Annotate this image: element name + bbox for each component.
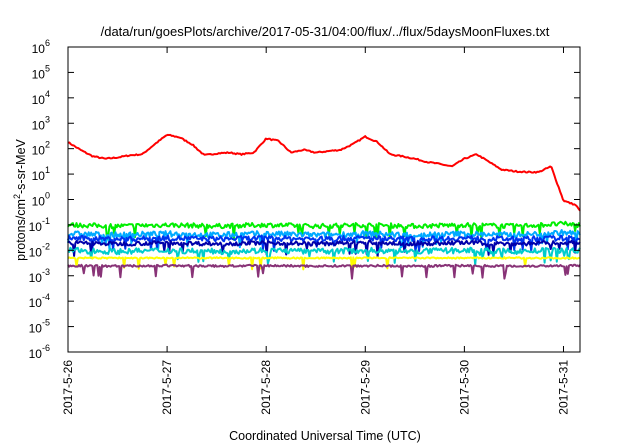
y-axis-label: protons/cm2-s-sr-MeV	[12, 138, 28, 260]
y-tick-base: 10	[32, 93, 46, 107]
x-tick-label: 2017-5-29	[358, 360, 372, 415]
y-tick-label: 103	[32, 114, 50, 132]
x-tick-label: 2017-5-28	[259, 360, 273, 415]
chart-title: /data/run/goesPlots/archive/2017-05-31/0…	[101, 24, 550, 39]
series-line	[67, 220, 581, 241]
y-tick-label: 10-2	[29, 241, 50, 259]
series-line	[67, 229, 581, 250]
y-tick-label: 10-4	[29, 292, 50, 310]
y-tick-label: 10-6	[29, 343, 50, 361]
series-line	[67, 234, 581, 253]
y-tick-exponent: 3	[45, 114, 50, 124]
y-tick-exponent: -4	[42, 292, 50, 302]
y-tick-label: 10-3	[29, 267, 50, 285]
y-tick-label: 104	[32, 89, 50, 107]
y-tick-exponent: -5	[42, 318, 50, 328]
y-tick-label: 10-1	[29, 216, 50, 234]
y-tick-exponent: 5	[45, 63, 50, 73]
y-tick-label: 106	[32, 38, 50, 56]
series-line	[67, 256, 581, 272]
y-tick-base: 10	[29, 220, 43, 234]
x-tick-label: 2017-5-27	[160, 360, 174, 415]
x-tick-label: 2017-5-30	[457, 360, 471, 415]
y-tick-base: 10	[29, 322, 43, 336]
y-tick-exponent: 2	[45, 140, 50, 150]
series-layer	[67, 133, 581, 280]
y-tick-label: 100	[32, 191, 50, 209]
y-tick-exponent: -1	[42, 216, 50, 226]
y-axis-label-pre: protons/cm	[14, 199, 28, 261]
series-line	[67, 246, 581, 267]
x-tick-label: 2017-5-31	[556, 360, 570, 415]
y-tick-base: 10	[29, 245, 43, 259]
y-tick-base: 10	[32, 118, 46, 132]
y-tick-base: 10	[29, 296, 43, 310]
y-tick-exponent: -2	[42, 241, 50, 251]
y-tick-exponent: 4	[45, 89, 50, 99]
y-tick-exponent: -3	[42, 267, 50, 277]
y-axis-label-post: -s-sr-MeV	[14, 138, 28, 194]
y-tick-base: 10	[29, 271, 43, 285]
y-axis-label-sup: 2	[12, 194, 22, 199]
y-tick-exponent: 1	[45, 165, 50, 175]
x-axis-label: Coordinated Universal Time (UTC)	[229, 429, 421, 443]
y-tick-label: 102	[32, 140, 50, 158]
y-tick-base: 10	[32, 169, 46, 183]
y-tick-exponent: 6	[45, 38, 50, 48]
y-tick-base: 10	[32, 67, 46, 81]
y-tick-label: 10-5	[29, 318, 50, 336]
y-axis: 10-610-510-410-310-210-11001011021031041…	[29, 38, 580, 361]
series-line	[67, 133, 581, 212]
y-tick-label: 101	[32, 165, 50, 183]
y-tick-exponent: -6	[42, 343, 50, 353]
x-axis: 2017-5-26 2017-5-27 2017-5-28 2017-5-29 2017…	[61, 47, 570, 415]
y-tick-base: 10	[32, 195, 46, 209]
y-tick-label: 105	[32, 63, 50, 81]
y-tick-exponent: 0	[45, 191, 50, 201]
plot-frame	[67, 46, 581, 353]
x-tick-label: 2017-5-26	[61, 360, 75, 415]
series-line	[67, 239, 581, 258]
y-tick-base: 10	[29, 347, 43, 361]
series-line	[67, 263, 581, 280]
y-tick-base: 10	[32, 42, 46, 56]
y-tick-base: 10	[32, 144, 46, 158]
